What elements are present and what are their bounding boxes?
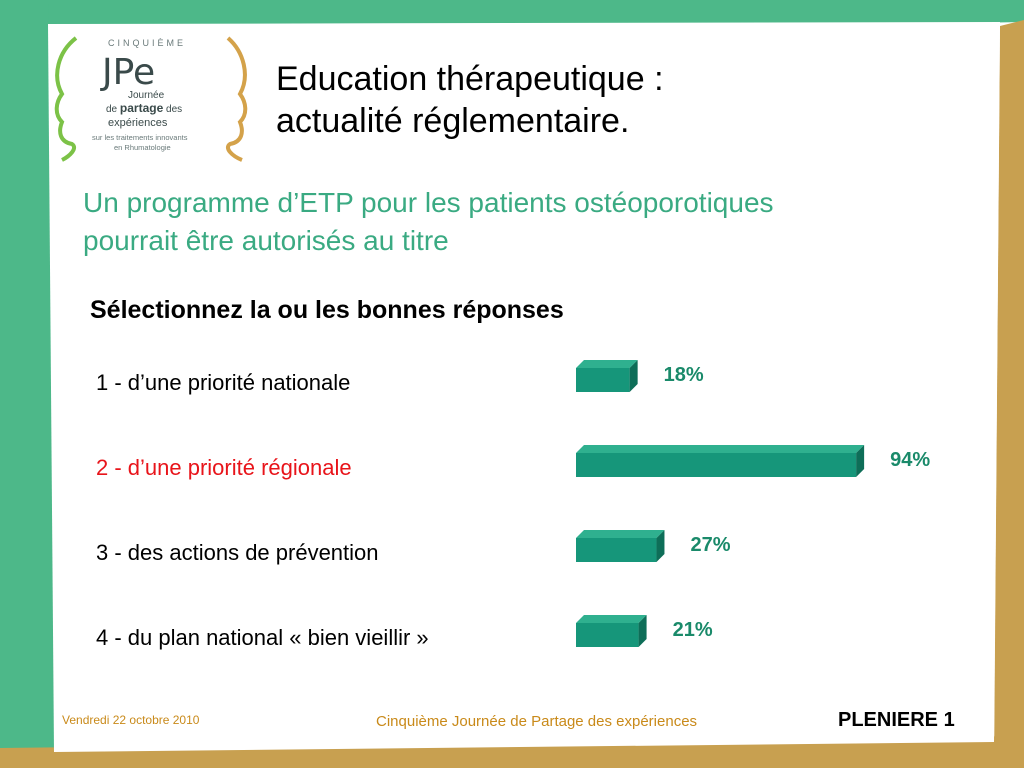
bar-top-2 (576, 445, 865, 453)
question-text: Un programme d’ETP pour les patients ost… (83, 184, 963, 260)
jpe-logo: CINQUIÈME JPe Journée de partage des exp… (54, 36, 248, 162)
instruction-text: Sélectionnez la ou les bonnes réponses (90, 296, 564, 324)
answer-option-1: 1 - d’une priorité nationale (96, 370, 351, 395)
bar-value-label-3: 27% (690, 534, 730, 556)
answer-option-4: 4 - du plan national « bien vieillir » (96, 625, 429, 650)
bar-top-1 (576, 360, 638, 368)
results-bar-chart: 18% 94% 27% 21% (576, 360, 930, 647)
title-line-1: Education thérapeutique : (276, 60, 664, 98)
footer-event: Cinquième Journée de Partage des expérie… (376, 713, 698, 730)
bar-top-3 (576, 530, 665, 538)
bar-top-4 (576, 615, 647, 623)
bar-side-4 (638, 615, 647, 647)
bar-2 (576, 445, 865, 477)
bar-value-label-1: 18% (664, 364, 704, 386)
answer-option-2: 2 - d’une priorité régionale (96, 455, 352, 480)
svg-text:en Rhumatologie: en Rhumatologie (114, 143, 171, 152)
answer-option-3: 3 - des actions de prévention (96, 540, 379, 565)
footer-session: PLENIERE 1 (838, 709, 955, 731)
bar-4 (576, 615, 647, 647)
bar-front-2 (576, 453, 857, 477)
svg-text:expériences: expériences (108, 117, 168, 129)
title-line-2: actualité réglementaire. (276, 102, 630, 140)
svg-text:de partage des: de partage des (106, 101, 182, 115)
bar-front-4 (576, 623, 639, 647)
bar-3 (576, 530, 665, 562)
bar-front-1 (576, 368, 630, 392)
bar-1 (576, 360, 638, 392)
bar-front-3 (576, 538, 657, 562)
svg-text:Journée: Journée (128, 90, 165, 101)
svg-text:JPe: JPe (100, 52, 155, 93)
slide-title: Education thérapeutique : actualité régl… (276, 58, 796, 142)
bar-value-label-4: 21% (673, 619, 713, 641)
question-line-1: Un programme d’ETP pour les patients ost… (83, 187, 774, 218)
footer-date: Vendredi 22 octobre 2010 (62, 713, 200, 727)
bar-side-2 (856, 445, 865, 477)
bar-value-label-2: 94% (890, 449, 930, 471)
svg-text:sur les traitements innovants: sur les traitements innovants (92, 133, 188, 142)
question-line-2: pourrait être autorisés au titre (83, 225, 449, 256)
svg-text:CINQUIÈME: CINQUIÈME (108, 38, 186, 48)
bar-side-3 (656, 530, 665, 562)
bar-side-1 (629, 360, 638, 392)
